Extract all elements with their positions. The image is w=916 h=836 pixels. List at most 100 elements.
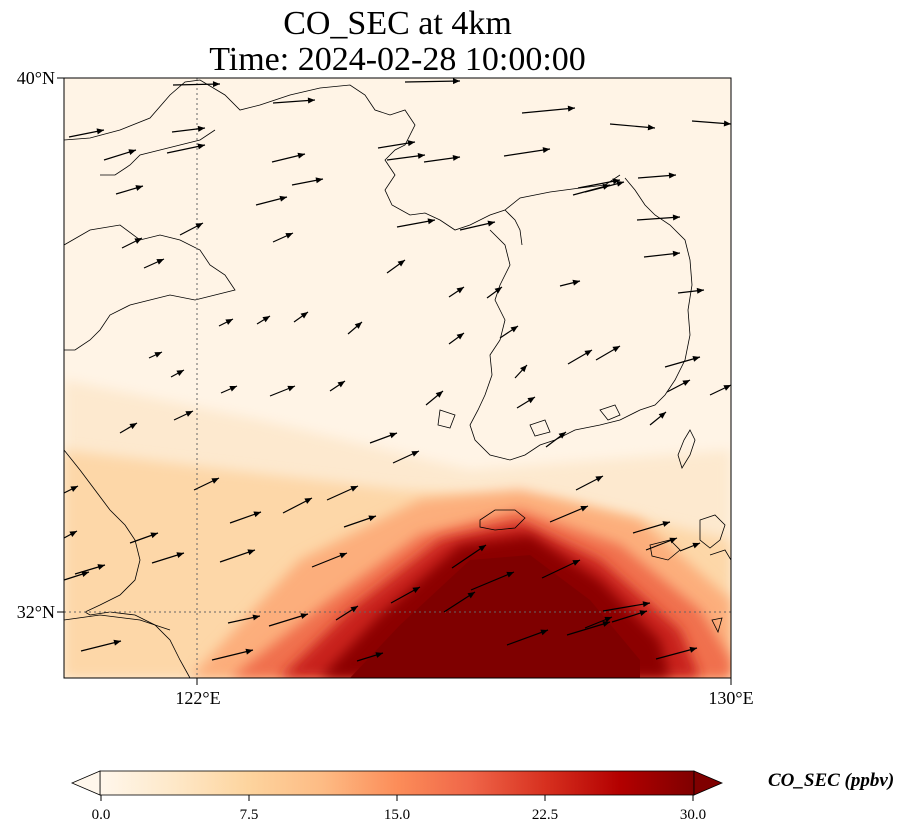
wind-vector-head bbox=[572, 560, 580, 566]
wind-vector-head bbox=[197, 143, 205, 150]
wind-vector-head bbox=[279, 195, 287, 202]
colorbar-tick-2: 15.0 bbox=[383, 807, 411, 823]
colorbar-tick-1: 7.5 bbox=[239, 807, 259, 823]
wind-vector-head bbox=[642, 601, 650, 608]
wind-vector-head bbox=[467, 592, 475, 599]
wind-vector-head bbox=[689, 646, 697, 653]
wind-vector-head bbox=[245, 648, 253, 655]
wind-vector-head bbox=[225, 319, 233, 325]
wind-vector-shaft bbox=[541, 559, 581, 579]
lon-label-122e: 122°E bbox=[175, 688, 221, 708]
wind-vector-head bbox=[337, 381, 345, 388]
wind-vector-head bbox=[350, 606, 358, 613]
wind-vector-shaft bbox=[272, 99, 316, 104]
colorbar bbox=[70, 770, 724, 801]
wind-vector-head bbox=[435, 391, 443, 398]
wind-vector-head bbox=[297, 152, 305, 159]
wind-vector-head bbox=[669, 537, 677, 544]
wind-vector-head bbox=[197, 125, 205, 132]
wind-vector-shaft bbox=[655, 647, 698, 660]
wind-vector-shaft bbox=[404, 80, 461, 83]
wind-vector-shaft bbox=[609, 123, 656, 129]
wind-vector-shaft bbox=[566, 621, 611, 636]
wind-vector-head bbox=[285, 233, 293, 239]
wind-vector-shaft bbox=[506, 629, 549, 646]
wind-vector-head bbox=[723, 385, 731, 391]
wind-vector-head bbox=[339, 552, 347, 559]
wind-vector-head bbox=[212, 81, 220, 88]
wind-vector-head bbox=[612, 346, 620, 353]
wind-vector-head bbox=[456, 287, 464, 294]
wind-vector-head bbox=[672, 250, 680, 257]
colorbar-tick-3: 22.5 bbox=[531, 807, 559, 823]
wind-vector-head bbox=[452, 78, 460, 85]
wind-vector-head bbox=[494, 287, 502, 294]
wind-vector-head bbox=[584, 350, 592, 357]
lat-label-40n: 40°N bbox=[16, 68, 55, 88]
axis-ticks bbox=[57, 77, 732, 685]
wind-vector-head bbox=[456, 333, 464, 340]
wind-vector-head bbox=[315, 177, 323, 184]
coastlines bbox=[64, 79, 731, 678]
wind-vector-head bbox=[150, 532, 158, 539]
wind-vector-head bbox=[412, 587, 420, 594]
wind-vector-head bbox=[81, 571, 89, 577]
wind-vector-head bbox=[668, 172, 676, 179]
wind-vector-head bbox=[602, 183, 610, 190]
wind-vector-head bbox=[487, 220, 495, 227]
wind-vector-head bbox=[696, 287, 704, 294]
wind-vector-head bbox=[389, 432, 397, 439]
wind-vector-head bbox=[350, 486, 358, 492]
wind-vector-head bbox=[417, 152, 425, 159]
wind-vector-head bbox=[407, 140, 415, 147]
wind-vector-head bbox=[154, 352, 162, 358]
wind-vector-head bbox=[129, 423, 137, 430]
wind-vector-head bbox=[135, 185, 143, 191]
wind-vectors bbox=[63, 78, 732, 662]
wind-vector-head bbox=[176, 552, 184, 558]
wind-vector-head bbox=[69, 531, 77, 537]
concentration-field bbox=[64, 78, 731, 678]
wind-vector-head bbox=[128, 149, 136, 155]
wind-vector-head bbox=[247, 549, 255, 556]
wind-vector-shaft bbox=[577, 179, 621, 189]
wind-vector-head bbox=[300, 613, 308, 619]
wind-vector-head bbox=[156, 259, 164, 265]
wind-vector-head bbox=[527, 397, 535, 404]
wind-vector-head bbox=[682, 380, 690, 386]
wind-vector-head bbox=[185, 411, 193, 417]
wind-vector-head bbox=[113, 639, 121, 646]
wind-vector-head bbox=[397, 260, 405, 267]
wind-vector-head bbox=[602, 621, 610, 627]
wind-vector-head bbox=[647, 124, 655, 131]
wind-vector-head bbox=[375, 652, 383, 658]
wind-vector-head bbox=[658, 412, 666, 419]
map-title: CO_SEC at 4km bbox=[283, 5, 512, 42]
gridlines bbox=[64, 78, 731, 678]
wind-vector-shaft bbox=[470, 571, 515, 591]
colorbar-tick-4: 30.0 bbox=[679, 807, 707, 823]
wind-vector-head bbox=[595, 476, 603, 482]
wind-vector-head bbox=[452, 154, 460, 161]
wind-vector-head bbox=[262, 316, 270, 323]
wind-vector-head bbox=[542, 147, 550, 154]
wind-vector-head bbox=[540, 629, 548, 636]
wind-vector-head bbox=[478, 545, 486, 552]
wind-vector-head bbox=[195, 223, 203, 229]
wind-vector-head bbox=[97, 564, 105, 570]
wind-vector-head bbox=[287, 385, 295, 392]
colorbar-tick-0: 0.0 bbox=[91, 807, 111, 823]
wind-vector-head bbox=[692, 356, 700, 362]
wind-vector-head bbox=[368, 515, 376, 522]
wind-vector-head bbox=[612, 178, 620, 185]
wind-vector-head bbox=[672, 214, 680, 221]
lon-label-130e: 130°E bbox=[708, 688, 754, 708]
wind-vector-head bbox=[692, 542, 700, 549]
wind-vector-head bbox=[520, 365, 527, 373]
wind-vector-head bbox=[567, 105, 575, 112]
wind-vector-head bbox=[300, 312, 308, 319]
wind-vector-head bbox=[662, 521, 670, 527]
lat-label-32n: 32°N bbox=[16, 602, 55, 622]
wind-vector-head bbox=[411, 451, 419, 457]
wind-vector-head bbox=[96, 128, 104, 135]
